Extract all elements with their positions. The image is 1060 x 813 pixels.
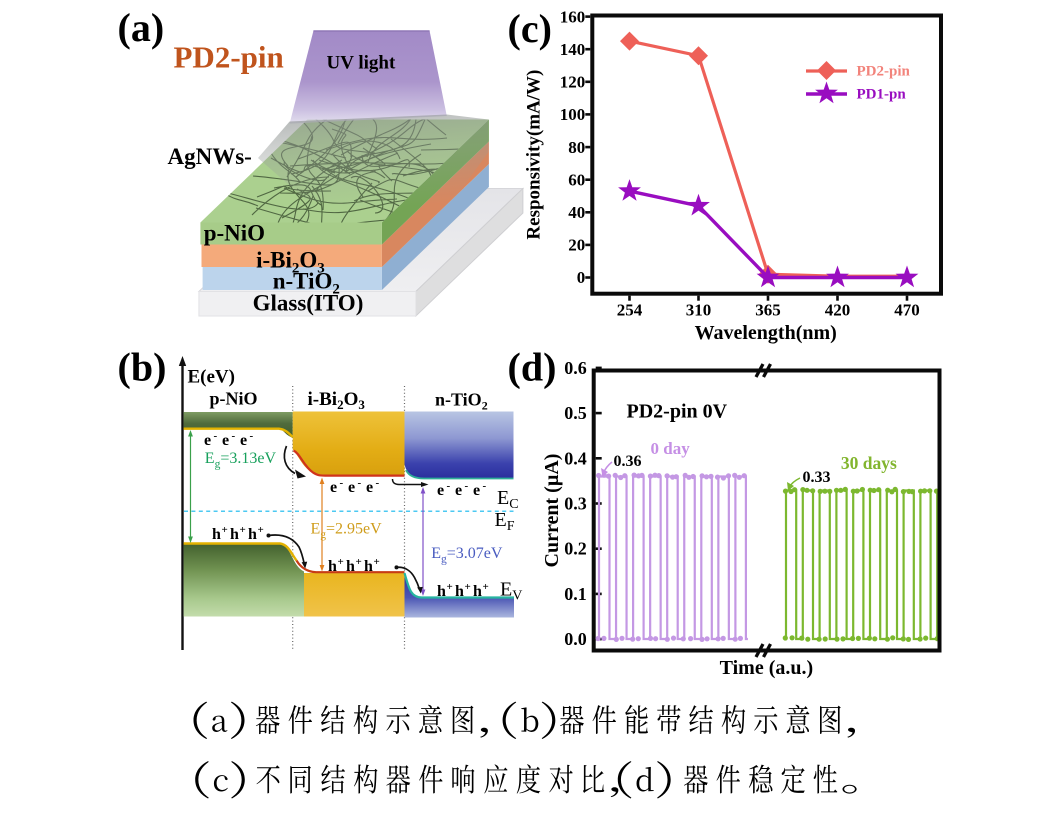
svg-text:-: - [447, 480, 451, 492]
svg-text:80: 80 [568, 138, 585, 157]
svg-text:-: - [250, 430, 254, 442]
svg-text:Current (µA): Current (µA) [541, 454, 563, 568]
svg-text:e: e [240, 432, 247, 449]
svg-text:-: - [340, 477, 344, 489]
svg-text:0.33: 0.33 [803, 469, 831, 486]
svg-text:(c): (c) [508, 6, 552, 51]
svg-text:e: e [455, 482, 462, 499]
svg-text:0.36: 0.36 [614, 453, 642, 470]
svg-text:e: e [348, 479, 355, 496]
svg-text:Wavelength(nm): Wavelength(nm) [695, 322, 837, 344]
svg-text:-: - [465, 480, 469, 492]
svg-text:Time (a.u.): Time (a.u.) [720, 657, 814, 679]
svg-text:(b): (b) [118, 345, 167, 390]
svg-text:120: 120 [560, 73, 586, 92]
svg-text:h: h [455, 583, 464, 600]
svg-text:PD2-pin: PD2-pin [857, 64, 911, 80]
svg-text:160: 160 [560, 7, 586, 26]
svg-text:EF: EF [495, 509, 515, 534]
svg-text:+: + [483, 581, 489, 593]
svg-text:Eg=3.07eV: Eg=3.07eV [431, 545, 503, 566]
svg-text:+: + [222, 524, 228, 536]
svg-text:p-NiO: p-NiO [204, 220, 265, 245]
svg-text:-: - [483, 480, 487, 492]
svg-text:0: 0 [577, 268, 586, 287]
svg-text:-: - [376, 477, 380, 489]
svg-text:+: + [465, 581, 471, 593]
svg-text:PD2-pin: PD2-pin [174, 40, 284, 75]
svg-text:h: h [248, 526, 257, 543]
svg-text:470: 470 [894, 301, 920, 320]
svg-text:+: + [356, 556, 362, 568]
svg-text:PD1-pn: PD1-pn [857, 87, 907, 103]
svg-text:e: e [330, 479, 337, 496]
svg-text:e: e [366, 479, 373, 496]
svg-text:0.3: 0.3 [564, 494, 587, 514]
svg-text:+: + [447, 581, 453, 593]
svg-text:(a): (a) [118, 5, 165, 50]
svg-text:h: h [346, 558, 355, 575]
svg-text:Eg=3.13eV: Eg=3.13eV [205, 450, 277, 471]
svg-text:0 day: 0 day [651, 439, 691, 458]
svg-text:0.6: 0.6 [564, 358, 587, 378]
svg-text:254: 254 [617, 301, 643, 320]
svg-text:420: 420 [825, 301, 851, 320]
svg-text:e: e [204, 432, 211, 449]
svg-text:0.1: 0.1 [564, 584, 587, 604]
svg-text:0.0: 0.0 [564, 629, 587, 649]
svg-text:PD2-pin 0V: PD2-pin 0V [627, 401, 728, 423]
svg-text:n-TiO2: n-TiO2 [435, 390, 488, 413]
svg-text:365: 365 [755, 301, 781, 320]
svg-text:p-NiO: p-NiO [210, 389, 258, 409]
svg-text:(d): (d) [508, 345, 557, 390]
svg-text:+: + [240, 524, 246, 536]
svg-text:AgNWs-: AgNWs- [168, 144, 252, 169]
svg-text:h: h [230, 526, 239, 543]
svg-text:EV: EV [500, 579, 522, 604]
svg-text:h: h [364, 558, 373, 575]
svg-text:e: e [222, 432, 229, 449]
svg-text:20: 20 [568, 236, 585, 255]
svg-text:-: - [358, 477, 362, 489]
svg-text:h: h [328, 558, 337, 575]
svg-text:310: 310 [686, 301, 712, 320]
svg-text:+: + [374, 556, 380, 568]
svg-text:h: h [212, 526, 221, 543]
svg-text:i-Bi2O3: i-Bi2O3 [308, 389, 366, 412]
svg-text:Glass(ITO): Glass(ITO) [253, 291, 364, 316]
svg-text:+: + [338, 556, 344, 568]
svg-text:E(eV): E(eV) [188, 367, 235, 388]
svg-text:100: 100 [560, 105, 586, 124]
svg-text:e: e [473, 482, 480, 499]
svg-text:i-Bi2O3: i-Bi2O3 [256, 248, 325, 277]
svg-text:-: - [232, 430, 236, 442]
svg-text:-: - [214, 430, 218, 442]
svg-text:n-TiO2: n-TiO2 [273, 269, 340, 298]
svg-text:140: 140 [560, 40, 586, 59]
svg-text:0.2: 0.2 [564, 539, 587, 559]
svg-text:0.5: 0.5 [564, 403, 587, 423]
svg-text:Responsivity(mA/W): Responsivity(mA/W) [524, 70, 545, 240]
svg-text:h: h [437, 583, 446, 600]
svg-text:Eg=2.95eV: Eg=2.95eV [311, 521, 383, 542]
svg-text:40: 40 [568, 203, 585, 222]
svg-text:60: 60 [568, 170, 585, 189]
svg-text:+: + [258, 524, 264, 536]
svg-text:e: e [437, 482, 444, 499]
svg-text:UV light: UV light [327, 53, 396, 74]
svg-text:h: h [473, 583, 482, 600]
svg-text:0.4: 0.4 [564, 448, 587, 468]
svg-text:30 days: 30 days [841, 453, 897, 473]
